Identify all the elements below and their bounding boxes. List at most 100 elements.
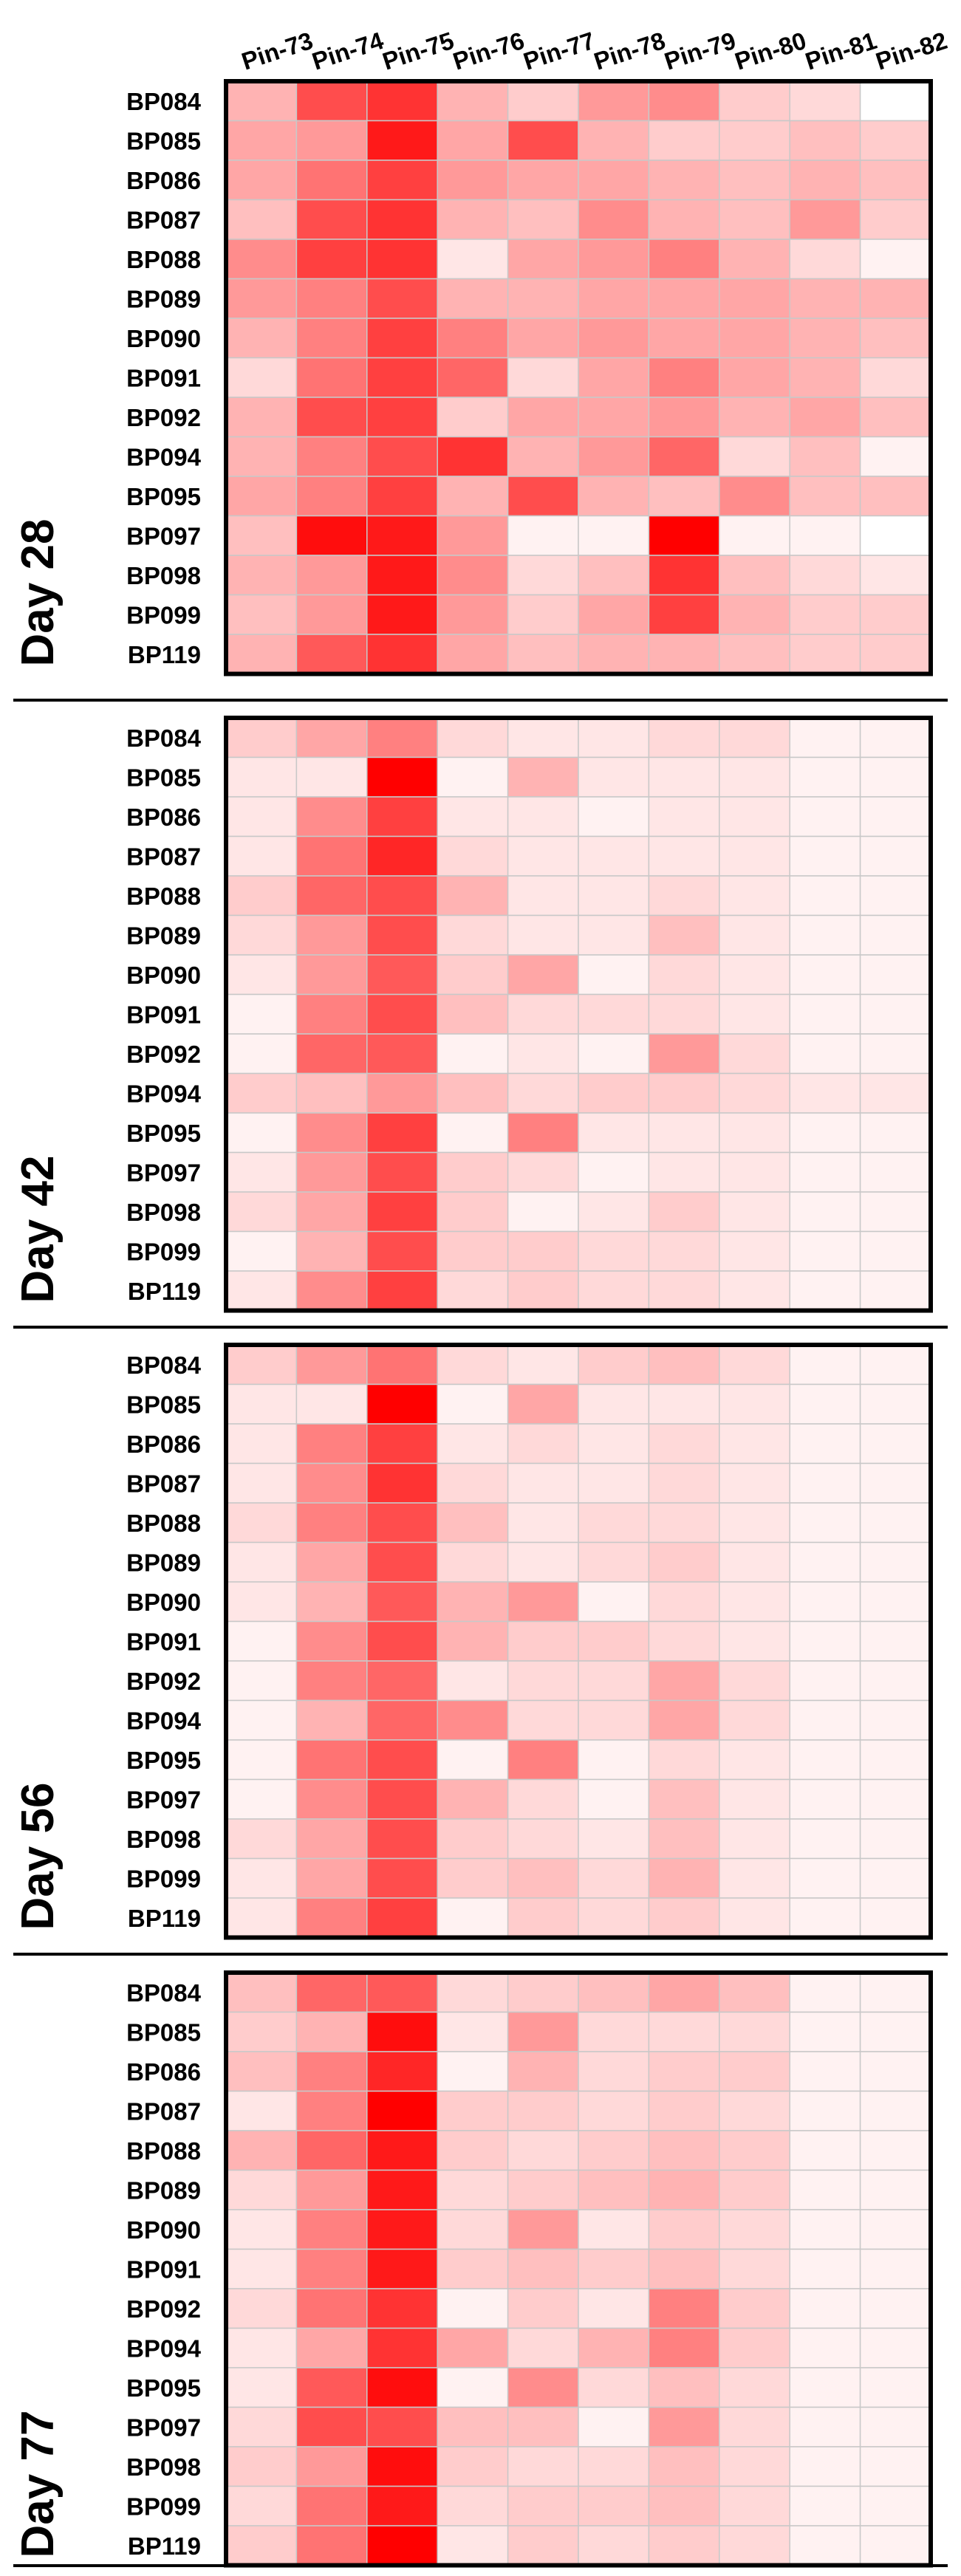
heatmap-cell	[719, 397, 790, 438]
panel-1: BP084 BP085 BP086 BP087 BP088 BP089 BP090 BP091…	[13, 79, 948, 702]
heatmap-cell	[719, 1072, 790, 1114]
heatmap-cell	[578, 1541, 650, 1583]
heatmap-cell	[859, 1541, 931, 1583]
heatmap-cell	[578, 2130, 650, 2171]
heatmap-cell	[225, 875, 298, 917]
heatmap-cell	[859, 1739, 931, 1781]
heatmap-cell	[789, 515, 861, 556]
heatmap-cell	[789, 397, 861, 438]
heatmap-cell	[366, 634, 438, 675]
heatmap-cell	[225, 1660, 298, 1702]
heatmap-cell	[648, 1857, 720, 1899]
heatmap-cell	[789, 1660, 861, 1702]
heatmap-cell	[578, 1897, 650, 1939]
heatmap-cell	[789, 199, 861, 240]
row-label: BP091	[126, 1628, 201, 1655]
heatmap-cell	[578, 2525, 650, 2566]
row-label: BP119	[128, 1905, 201, 1932]
heatmap-cell	[225, 796, 298, 837]
heatmap-cell	[648, 1191, 720, 1233]
panel-label: Day 56	[13, 1783, 64, 1931]
heatmap-cell	[225, 1620, 298, 1662]
heatmap-cell	[648, 2130, 720, 2171]
heatmap-cell	[295, 1383, 368, 1425]
heatmap-cell	[225, 914, 298, 956]
heatmap-cell	[648, 1699, 720, 1741]
row-label: BP085	[126, 127, 201, 154]
heatmap-cell	[789, 436, 861, 477]
heatmap-cell	[366, 2288, 438, 2329]
heatmap-cell	[719, 160, 790, 201]
heatmap-cell	[789, 1778, 861, 1820]
heatmap-cell	[578, 594, 650, 635]
heatmap-cell	[507, 1383, 579, 1425]
heatmap-cell	[578, 80, 650, 122]
row-label: BP090	[126, 2216, 201, 2244]
heatmap-cell	[225, 1541, 298, 1583]
heatmap-cell	[578, 1112, 650, 1154]
heatmap-cell	[789, 2051, 861, 2092]
heatmap-cell	[789, 634, 861, 675]
row-label: BP086	[126, 1431, 201, 1458]
heatmap-cell	[295, 1541, 368, 1583]
heatmap-cell	[295, 1502, 368, 1544]
heatmap-cell	[295, 835, 368, 877]
heatmap-cell	[648, 160, 720, 201]
heatmap-cell	[789, 239, 861, 280]
heatmap-cell	[366, 2090, 438, 2131]
row-label: BP087	[126, 2097, 201, 2125]
heatmap-cell	[648, 1033, 720, 1075]
column-header: Pin-81	[802, 27, 880, 75]
heatmap-cell	[366, 2169, 438, 2210]
heatmap-cell	[859, 2130, 931, 2171]
heatmap-cell	[225, 1897, 298, 1939]
heatmap-cell	[295, 2130, 368, 2171]
heatmap-cell	[859, 1778, 931, 1820]
heatmap-cell	[366, 1033, 438, 1075]
heatmap-cell	[437, 634, 509, 675]
heatmap-cell	[859, 160, 931, 201]
heatmap-cell	[366, 1778, 438, 1820]
heatmap-cell	[295, 555, 368, 596]
heatmap-cell	[366, 1230, 438, 1272]
row-label: BP092	[126, 1041, 201, 1068]
heatmap-cell	[859, 2090, 931, 2131]
heatmap-cell	[648, 318, 720, 359]
heatmap-cell	[225, 1112, 298, 1154]
heatmap-cell	[507, 120, 579, 161]
heatmap-cell	[295, 914, 368, 956]
heatmap-cell	[295, 120, 368, 161]
heatmap-cell	[366, 2406, 438, 2447]
heatmap-cell	[437, 1541, 509, 1583]
heatmap-cell	[859, 1033, 931, 1075]
heatmap-cell	[859, 2209, 931, 2250]
heatmap-cell	[578, 1383, 650, 1425]
heatmap-cell	[225, 2051, 298, 2092]
heatmap-cell	[578, 436, 650, 477]
heatmap-cell	[437, 318, 509, 359]
heatmap-cell	[225, 160, 298, 201]
row-label: BP097	[126, 1159, 201, 1186]
heatmap-cell	[578, 2446, 650, 2487]
heatmap-cell	[295, 1112, 368, 1154]
row-label: BP094	[126, 1080, 202, 1107]
heatmap-cell	[507, 1581, 579, 1623]
heatmap-cell	[648, 2248, 720, 2289]
heatmap-cell	[295, 357, 368, 398]
heatmap-cell	[225, 2406, 298, 2447]
heatmap-cell	[789, 476, 861, 517]
heatmap-cell	[366, 555, 438, 596]
heatmap-cell	[295, 756, 368, 798]
heatmap-cell	[578, 2367, 650, 2408]
row-label: BP098	[126, 1199, 201, 1226]
heatmap-cell	[648, 1778, 720, 1820]
heatmap-cell	[578, 1581, 650, 1623]
heatmap-cell	[225, 1462, 298, 1504]
heatmap-cell	[507, 1857, 579, 1899]
heatmap-cell	[507, 1739, 579, 1781]
heatmap-cell	[437, 1072, 509, 1114]
row-label: BP099	[126, 2493, 201, 2520]
heatmap-cell	[366, 397, 438, 438]
heatmap-cell	[437, 515, 509, 556]
heatmap-cell	[789, 318, 861, 359]
